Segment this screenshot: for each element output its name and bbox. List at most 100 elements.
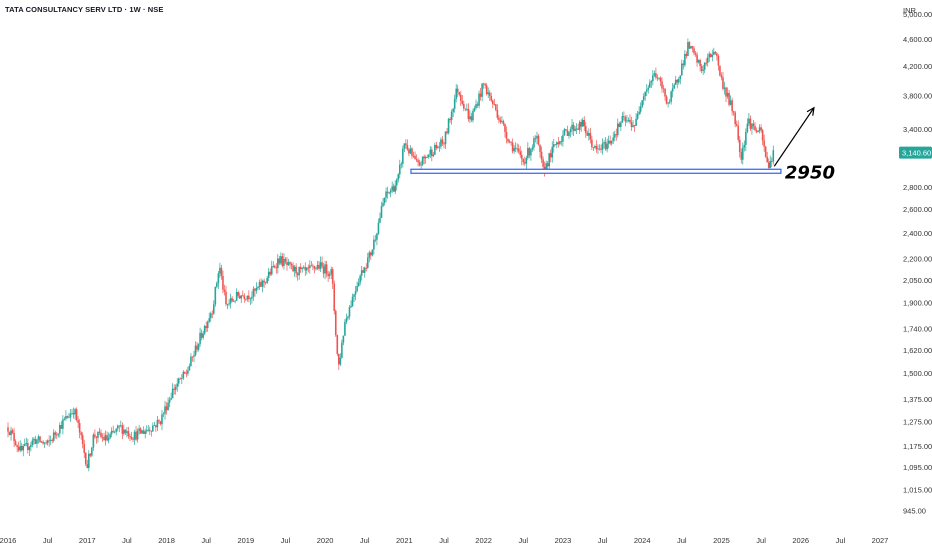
candle-body [92,434,95,448]
candle-body [542,159,544,167]
candle-body [458,92,461,95]
candle-body [164,406,166,414]
candle-body [322,266,325,274]
candle-body [292,265,294,272]
candle-body [315,268,317,270]
candle-body [767,162,770,168]
candle-body [74,409,76,415]
candle-body [177,378,180,384]
candle-body [551,147,554,158]
x-tick-label: 2021 [396,536,413,545]
candle-body [376,233,378,240]
candle-body [645,89,648,92]
candle-body [662,88,665,90]
candle-body [27,442,29,450]
candle-body [743,144,746,148]
candle-body [84,452,87,465]
candle-body [57,433,60,435]
candle-body [81,435,84,445]
candle-body [310,265,313,267]
candle-body [642,96,645,101]
candle-body [522,159,525,163]
candle-body [132,438,134,440]
candle-body [63,418,66,420]
candle-body [301,268,304,270]
candle-body [469,116,471,120]
candle-body [249,298,252,300]
candle-body [557,142,560,145]
x-axis: 2016 Jul 2017 Jul 2018 Jul 2019 Jul 2020 Jul 2021 J… [0,536,888,545]
candle-body [325,264,328,274]
candle-body [725,87,727,97]
candle-body [275,267,278,269]
candle-body [365,267,368,269]
candle-body [475,104,477,109]
candle-body [424,156,427,159]
candle-body [502,121,505,125]
candle-body [687,42,689,56]
candle-body [391,186,393,191]
y-tick-label: 2,400.00 [903,229,932,238]
candle-body [155,425,157,428]
candle-body [693,48,695,54]
candle-body [86,464,89,468]
candle-body [51,439,54,441]
candle-body [569,129,572,133]
candle-body [11,430,14,433]
candle-body [700,66,703,71]
candle-body [467,108,470,120]
x-tick-label: 2020 [317,536,334,545]
x-tick-label: 2023 [555,536,572,545]
candle-body [374,239,377,241]
y-tick-label: 1,275.00 [903,417,932,426]
candle-body [504,124,506,132]
candle-body [223,289,226,292]
projection-arrow-line [773,107,815,167]
candle-body [749,118,752,129]
candle-body [537,135,540,145]
candle-body [173,388,175,390]
candle-body [258,281,261,287]
candle-body [487,92,490,95]
candle-body [206,321,209,329]
candle-body [466,108,468,110]
candle-body [366,257,369,268]
x-tick-label: 2024 [634,536,651,545]
candle-body [350,306,352,308]
candle-body [30,444,32,448]
candle-body [738,139,741,153]
candle-body [129,436,131,437]
candle-body [25,442,28,445]
candle-body [168,399,171,403]
candle-body [334,310,337,336]
candle-body [65,416,67,419]
candle-body [650,81,653,83]
candle-body [362,270,365,273]
candle-body [272,266,275,267]
candle-body [40,441,43,443]
candle-body [252,288,255,297]
x-tick-label: Jul [677,536,687,545]
candle-body [318,264,320,269]
candle-body [338,353,340,365]
candle-body [266,277,268,283]
candle-body [560,141,563,143]
candle-body [641,100,643,107]
candle-body [722,77,724,89]
candle-body [452,108,454,112]
candle-body [7,427,9,432]
candle-body [536,135,538,139]
candle-body [514,147,517,149]
candle-body [176,383,179,388]
candle-body [139,428,142,434]
candle-body [709,53,712,57]
candle-body [148,429,151,431]
candle-body [531,147,534,150]
candle-body [385,191,387,198]
candle-body [295,266,297,274]
candle-body [313,266,316,269]
candle-body [612,137,615,141]
candle-body [395,179,398,186]
candle-body [354,291,357,295]
